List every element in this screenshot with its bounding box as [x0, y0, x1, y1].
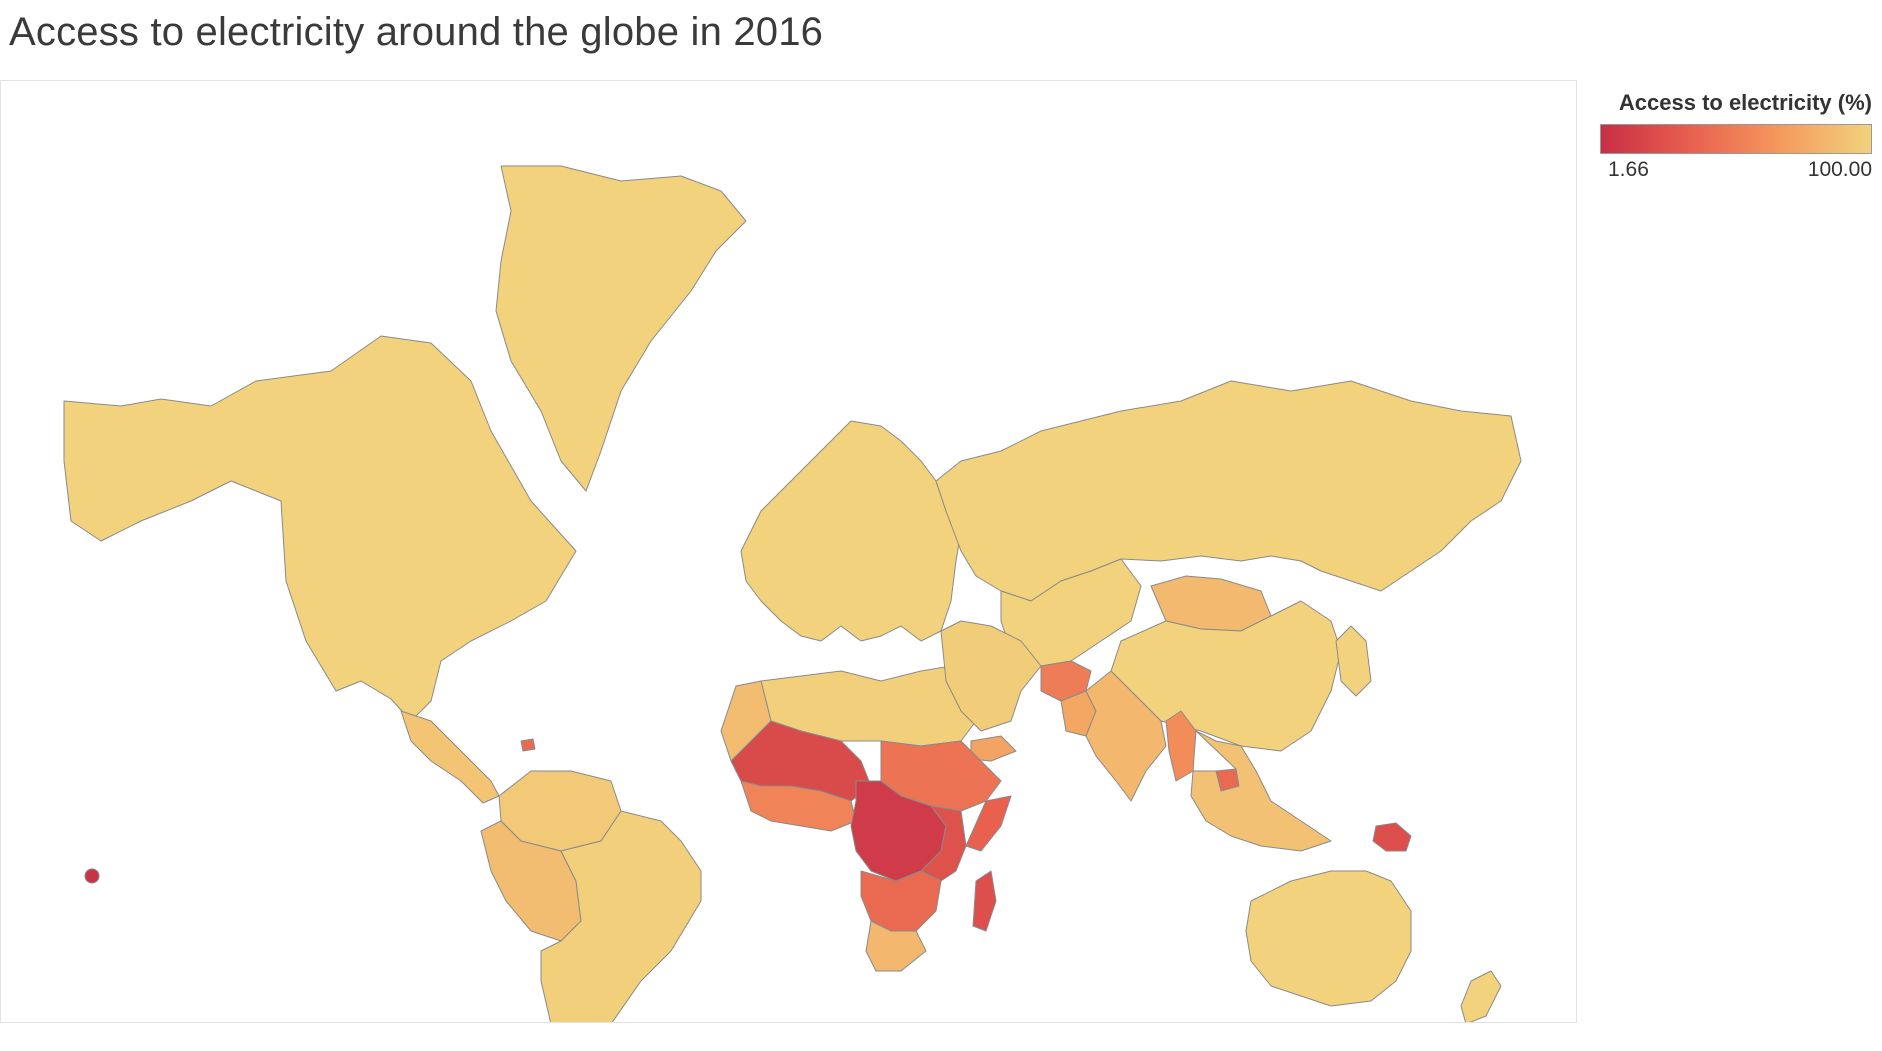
legend-max-label: 100.00: [1807, 158, 1872, 181]
region-russia[interactable]: Russia: [935, 380, 1522, 602]
legend-title: Access to electricity (%): [1618, 90, 1872, 115]
region-europe[interactable]: Europe: [740, 420, 962, 642]
legend-min-label: 1.66: [1608, 158, 1649, 181]
legend-labels: 1.66 100.00: [1600, 158, 1872, 188]
region-madagascar[interactable]: Madagascar: [972, 870, 997, 932]
region-australia[interactable]: Australia: [1245, 870, 1412, 1007]
region-southern-africa[interactable]: Southern Africa: [860, 870, 942, 932]
world-choropleth-map[interactable]: North AmericaGreenland Central America Hai…: [1, 81, 1577, 1023]
region-new-zealand[interactable]: New Zealand: [1460, 970, 1502, 1023]
map-title: Access to electricity around the globe i…: [9, 10, 824, 54]
region-pacific-island-kiribati-area[interactable]: Pacific Island (Kiribati area): [84, 868, 100, 884]
region-middle-east[interactable]: Middle East: [940, 620, 1042, 732]
region-india[interactable]: India: [1085, 670, 1167, 802]
region-central-america[interactable]: Central America: [400, 710, 500, 804]
region-southeast-asia[interactable]: Southeast Asia: [1190, 730, 1332, 852]
region-papua-new-guinea[interactable]: Papua New Guinea: [1372, 822, 1412, 852]
region-somalia[interactable]: Somalia: [965, 795, 1012, 852]
region-north-america[interactable]: North America: [63, 335, 577, 722]
region-south-africa-botswana[interactable]: South Africa / Botswana: [865, 920, 927, 972]
region-japan-korea[interactable]: Japan / Korea: [1335, 625, 1372, 697]
region-brazil-southern-south-america[interactable]: Brazil / Southern South America: [540, 810, 702, 1023]
map-view[interactable]: North AmericaGreenland Central America Hai…: [0, 80, 1577, 1023]
legend-gradient-bar: [1600, 124, 1872, 154]
region-greenland[interactable]: Greenland: [495, 165, 747, 492]
color-legend[interactable]: Access to electricity (%) 1.66 100.00: [1600, 90, 1872, 188]
region-haiti[interactable]: Haiti: [520, 738, 536, 752]
